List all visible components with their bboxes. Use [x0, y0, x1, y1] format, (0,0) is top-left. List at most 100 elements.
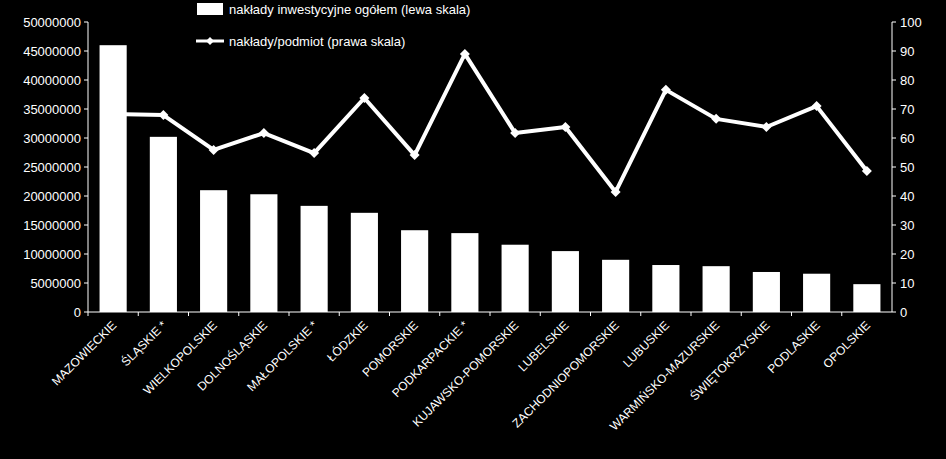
- bar: [853, 284, 880, 312]
- y-tick: [84, 22, 88, 23]
- x-tick-label: MAZOWIECKIE: [49, 318, 119, 388]
- marker: [359, 93, 369, 103]
- y2-tick-label: 60: [900, 131, 914, 146]
- x-tick-label: ŚLĄSKIE *: [118, 317, 170, 369]
- marker: [259, 128, 269, 138]
- bar: [150, 137, 177, 312]
- x-tick: [88, 312, 89, 316]
- x-tick-label: PODLASKIE: [765, 318, 823, 376]
- y2-tick-label: 0: [900, 305, 907, 320]
- bar: [351, 213, 378, 312]
- y-tick: [84, 109, 88, 110]
- y2-tick: [892, 22, 896, 23]
- bar: [301, 206, 328, 312]
- bar: [703, 266, 730, 312]
- bar: [803, 274, 830, 312]
- x-tick: [289, 312, 290, 316]
- y-tick-label: 0: [74, 305, 81, 320]
- y2-tick-label: 40: [900, 189, 914, 204]
- y-tick-label: 35000000: [23, 102, 81, 117]
- y-tick-label: 45000000: [23, 44, 81, 59]
- y2-tick: [892, 225, 896, 226]
- y-tick: [84, 138, 88, 139]
- y2-tick: [892, 51, 896, 52]
- bar: [652, 265, 679, 312]
- y2-tick: [892, 312, 896, 313]
- legend-label: nakłady/podmiot (prawa skala): [229, 34, 405, 49]
- y-tick: [84, 312, 88, 313]
- legend-swatch: [197, 3, 223, 15]
- x-tick: [339, 312, 340, 316]
- y-tick: [84, 225, 88, 226]
- x-tick: [138, 312, 139, 316]
- x-tick-label: KUJAWSKO-POMORSKIE: [410, 318, 521, 429]
- x-tick-label: LUBUSKIE: [620, 318, 672, 370]
- chart: 0500000010000000150000002000000025000000…: [0, 0, 946, 459]
- legend-marker: [206, 37, 214, 45]
- marker: [862, 166, 872, 176]
- y2-tick-label: 10: [900, 276, 914, 291]
- y-tick-label: 5000000: [30, 276, 81, 291]
- marker: [209, 145, 219, 155]
- y-tick-label: 20000000: [23, 189, 81, 204]
- x-tick-label: OPOLSKIE: [820, 318, 873, 371]
- x-tick: [540, 312, 541, 316]
- x-tick: [841, 312, 842, 316]
- bar: [502, 245, 529, 312]
- bar: [250, 194, 277, 312]
- x-tick-label: ŁÓDZKIE: [324, 318, 371, 365]
- y2-tick-label: 80: [900, 73, 914, 88]
- marker: [108, 109, 118, 119]
- y2-tick: [892, 167, 896, 168]
- y2-tick: [892, 109, 896, 110]
- y2-tick-label: 20: [900, 247, 914, 262]
- x-tick: [490, 312, 491, 316]
- y2-tick-label: 100: [900, 15, 922, 30]
- marker: [611, 187, 621, 197]
- bar: [451, 233, 478, 312]
- bar: [200, 190, 227, 312]
- bar: [602, 260, 629, 312]
- x-tick: [691, 312, 692, 316]
- y-tick: [84, 167, 88, 168]
- y-tick-label: 10000000: [23, 247, 81, 262]
- y-tick: [84, 196, 88, 197]
- marker: [711, 114, 721, 124]
- marker: [761, 122, 771, 132]
- y-tick: [84, 283, 88, 284]
- y-tick: [84, 51, 88, 52]
- x-tick: [590, 312, 591, 316]
- marker: [661, 85, 671, 95]
- marker: [410, 150, 420, 160]
- x-tick: [640, 312, 641, 316]
- x-tick: [389, 312, 390, 316]
- x-tick-label: ŚWIĘTOKRZYSKIE: [687, 318, 773, 404]
- y2-tick-label: 50: [900, 160, 914, 175]
- bar: [753, 272, 780, 312]
- y2-tick-label: 70: [900, 102, 914, 117]
- bar: [552, 251, 579, 312]
- x-tick-label: ZACHODNIOPOMORSKIE: [510, 318, 622, 430]
- y2-tick: [892, 283, 896, 284]
- y2-tick: [892, 196, 896, 197]
- y-tick: [84, 80, 88, 81]
- marker: [460, 49, 470, 59]
- x-tick-label: MAŁOPOLSKIE *: [244, 318, 320, 394]
- marker: [309, 148, 319, 158]
- axes: 0500000010000000150000002000000025000000…: [23, 15, 922, 433]
- x-tick: [439, 312, 440, 316]
- y-tick-label: 50000000: [23, 15, 81, 30]
- y2-tick: [892, 138, 896, 139]
- legend: nakłady inwestycyjne ogółem (lewa skala)…: [196, 2, 470, 49]
- x-tick: [188, 312, 189, 316]
- y-tick-label: 25000000: [23, 160, 81, 175]
- y2-tick-label: 30: [900, 218, 914, 233]
- y-tick-label: 40000000: [23, 73, 81, 88]
- x-tick: [238, 312, 239, 316]
- y2-tick: [892, 254, 896, 255]
- line: [113, 54, 867, 192]
- x-tick: [741, 312, 742, 316]
- bar: [100, 45, 127, 312]
- marker: [158, 110, 168, 120]
- y2-tick: [892, 80, 896, 81]
